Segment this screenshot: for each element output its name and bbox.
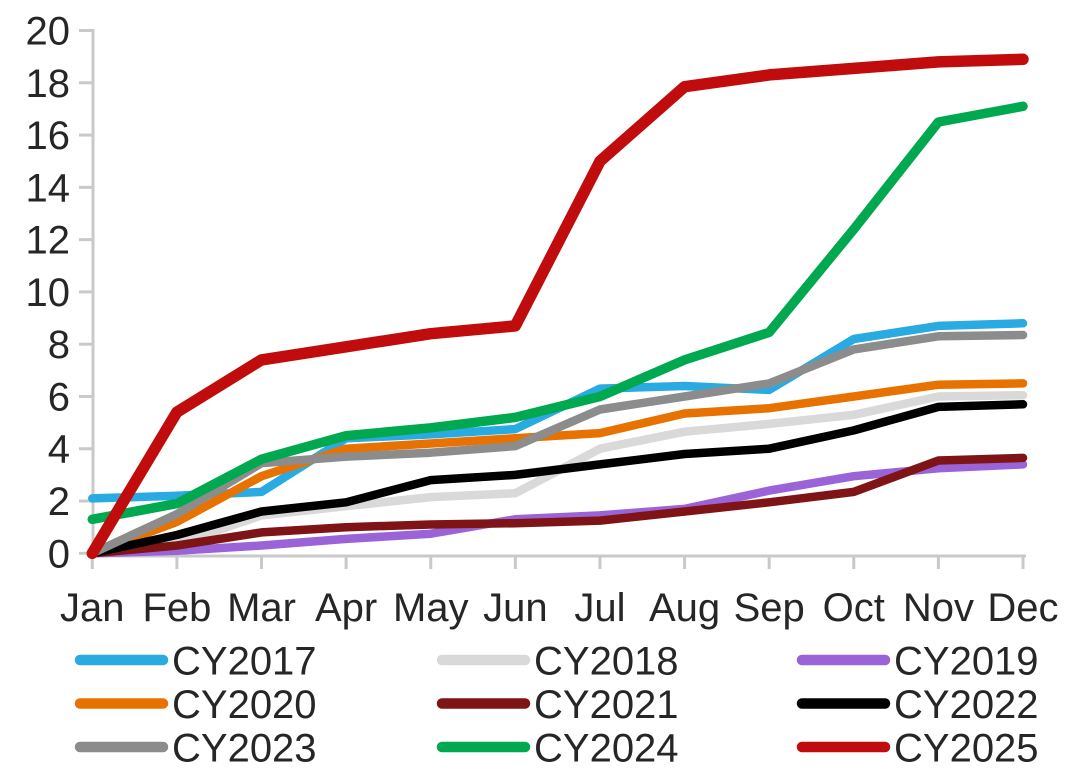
series-line-CY2019 <box>88 460 1028 558</box>
x-tick-label: Nov <box>903 586 974 630</box>
y-axis: 0 2 4 6 8 10 12 14 16 18 20 <box>26 10 95 576</box>
y-tick-label: 18 <box>26 62 71 106</box>
legend-label-CY2023: CY2023 <box>172 727 317 771</box>
y-tick-label: 2 <box>48 480 70 524</box>
x-tick-label: Mar <box>227 586 296 630</box>
legend-item-CY2021: CY2021 <box>436 683 679 727</box>
y-tick-label: 12 <box>26 219 71 263</box>
legend-label-CY2017: CY2017 <box>172 640 317 684</box>
legend-item-CY2023: CY2023 <box>74 727 317 771</box>
legend-item-CY2020: CY2020 <box>74 683 317 727</box>
legend-item-CY2025: CY2025 <box>796 727 1039 771</box>
legend-item-CY2022: CY2022 <box>796 683 1039 727</box>
legend-item-CY2024: CY2024 <box>436 727 679 771</box>
legend-label-CY2024: CY2024 <box>534 727 679 771</box>
legend-label-CY2025: CY2025 <box>894 727 1039 771</box>
legend-label-CY2018: CY2018 <box>534 640 679 684</box>
x-axis: Jan Feb Mar Apr May Jun Jul Aug Sep Oct Nov Dec <box>60 554 1059 630</box>
x-tick-label: Jun <box>483 586 548 630</box>
series-line-CY2024 <box>87 101 1028 525</box>
series-lines <box>86 53 1029 560</box>
x-tick-label: Jul <box>574 586 625 630</box>
y-tick-label: 16 <box>26 114 71 158</box>
y-tick-label: 8 <box>48 323 70 367</box>
x-tick-label: May <box>393 586 469 630</box>
legend-item-CY2019: CY2019 <box>796 640 1039 684</box>
x-tick-label: Jan <box>60 586 125 630</box>
legend-label-CY2019: CY2019 <box>894 640 1039 684</box>
y-tick-label: 0 <box>48 532 70 576</box>
legend-item-CY2018: CY2018 <box>436 640 679 684</box>
y-tick-label: 6 <box>48 375 70 419</box>
legend-label-CY2022: CY2022 <box>894 683 1039 727</box>
x-tick-label: Dec <box>987 586 1058 630</box>
series-line-CY2025 <box>86 53 1029 560</box>
x-tick-label: Feb <box>142 586 211 630</box>
y-tick-label: 4 <box>48 428 70 472</box>
legend-item-CY2017: CY2017 <box>74 640 317 684</box>
x-tick-label: Sep <box>734 586 805 630</box>
y-tick-label: 10 <box>26 271 71 315</box>
x-tick-label: Aug <box>649 586 720 630</box>
y-tick-label: 20 <box>26 10 71 54</box>
legend-label-CY2021: CY2021 <box>534 683 679 727</box>
series-line-CY2021 <box>88 453 1028 558</box>
series-line-CY2022 <box>88 400 1028 558</box>
x-tick-label: Oct <box>823 586 885 630</box>
x-tick-label: Apr <box>315 586 377 630</box>
y-tick-label: 14 <box>26 166 71 210</box>
legend-label-CY2020: CY2020 <box>172 683 317 727</box>
series-line-CY2020 <box>88 379 1028 558</box>
